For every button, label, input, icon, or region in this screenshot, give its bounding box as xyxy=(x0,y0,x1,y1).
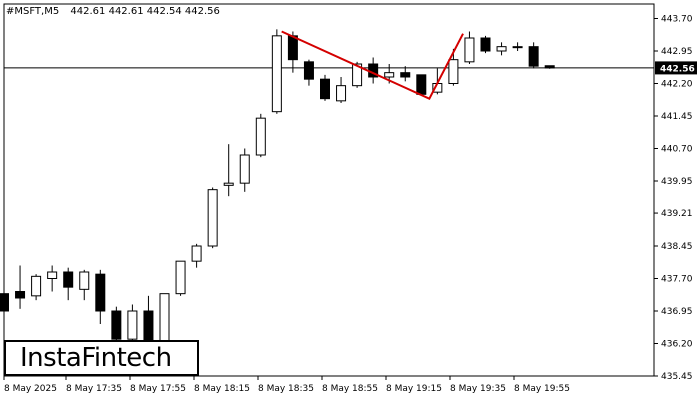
candle-body-bear xyxy=(143,310,154,344)
candle-body-bear xyxy=(544,65,555,69)
instafintech-logo: InstaFintech xyxy=(4,340,199,376)
candle-body-bear xyxy=(95,273,106,312)
candle xyxy=(416,74,427,95)
candle-body-bear xyxy=(303,61,314,80)
candle xyxy=(111,306,122,344)
candle-body-bull xyxy=(191,245,202,262)
x-tick-label: 8 May 19:55 xyxy=(514,384,570,394)
candle xyxy=(480,35,491,54)
y-tick-label: 440.70 xyxy=(661,145,693,155)
y-tick-label: 442.95 xyxy=(661,47,693,57)
current-price-value: 442.56 xyxy=(660,64,695,74)
candle xyxy=(368,57,379,84)
candle-body-bear xyxy=(111,310,122,340)
candle xyxy=(95,269,106,324)
candle xyxy=(336,77,347,103)
candle-body-bull xyxy=(352,63,363,87)
y-tick-label: 443.70 xyxy=(661,15,693,25)
x-tick-label: 8 May 19:15 xyxy=(386,384,442,394)
plot-frame xyxy=(3,3,655,377)
candle-body-bear xyxy=(400,72,411,78)
x-axis: 8 May 2025 8 May 17:35 8 May 17:55 8 May 18… xyxy=(3,376,570,394)
candle-body-bull xyxy=(79,271,90,290)
candle xyxy=(191,243,202,268)
candle xyxy=(47,265,58,292)
candle-body-bull xyxy=(159,293,170,344)
candle xyxy=(320,74,330,101)
symbol-label: #MSFT,M5 xyxy=(6,6,59,17)
candle xyxy=(31,274,42,301)
candle-body-bull xyxy=(255,117,266,156)
candle-body-bear xyxy=(320,78,330,100)
candle xyxy=(0,287,9,312)
x-tick-label: 8 May 17:55 xyxy=(130,384,186,394)
candle-body-bull xyxy=(175,260,186,295)
logo-text: InstaFintech xyxy=(20,343,172,373)
candle-body-bear xyxy=(480,37,491,52)
candle-body-bear xyxy=(287,35,298,61)
candle-body-bull xyxy=(47,271,58,279)
y-tick-label: 439.21 xyxy=(661,209,693,219)
candle xyxy=(239,148,250,192)
y-axis: 443.70 442.95 442.20 441.45 440.70 439.95 439.… xyxy=(654,15,693,382)
candle xyxy=(255,113,266,158)
candle xyxy=(207,187,218,249)
candle-body-bear xyxy=(63,271,74,288)
candle xyxy=(400,66,411,82)
candle xyxy=(528,42,539,69)
y-tick-label: 438.45 xyxy=(661,242,693,252)
candle xyxy=(15,265,26,309)
candle xyxy=(63,267,74,301)
candle xyxy=(271,29,282,114)
candle-body-bull xyxy=(336,85,347,102)
y-tick-label: 436.95 xyxy=(661,307,693,317)
current-price-tag: 442.56 xyxy=(655,61,697,75)
candle-body-bear xyxy=(0,293,9,312)
candle xyxy=(464,31,475,64)
candle xyxy=(512,42,523,51)
x-tick-label: 8 May 18:35 xyxy=(258,384,314,394)
candle-body-bull xyxy=(223,182,234,186)
double-top-pattern-line xyxy=(281,30,464,100)
y-tick-label: 441.45 xyxy=(661,112,693,122)
y-tick-label: 442.20 xyxy=(661,80,693,90)
candle-body-bull xyxy=(271,35,282,113)
ohlc-readout: 442.61 442.61 442.54 442.56 xyxy=(70,6,220,17)
y-tick-label: 439.95 xyxy=(661,177,693,187)
y-tick-label: 437.70 xyxy=(661,275,693,285)
candle xyxy=(303,59,314,86)
candle-body-bull xyxy=(384,72,395,78)
candle-body-bear xyxy=(416,74,427,95)
candle-body-bull xyxy=(31,275,42,297)
candle-body-bear xyxy=(15,291,26,299)
candle-body-bull xyxy=(496,46,507,52)
x-tick-label: 8 May 19:35 xyxy=(450,384,506,394)
candle-body-bull xyxy=(448,59,459,85)
x-tick-label: 8 May 17:35 xyxy=(66,384,122,394)
candle-body-bear xyxy=(528,46,539,67)
candle xyxy=(448,48,459,86)
candle-body-bull xyxy=(512,46,523,49)
candle xyxy=(544,65,555,69)
candle-body-bull xyxy=(127,310,138,340)
candle-body-bull xyxy=(207,189,218,247)
candle xyxy=(79,269,90,301)
candle xyxy=(223,144,234,197)
y-tick-label: 435.45 xyxy=(661,372,693,382)
y-tick-label: 436.20 xyxy=(661,340,693,350)
x-tick-label: 8 May 18:55 xyxy=(322,384,378,394)
candle xyxy=(496,42,507,56)
candle-body-bull xyxy=(464,37,475,63)
current-price-tag-bg xyxy=(655,61,697,75)
x-tick-label: 8 May 18:15 xyxy=(194,384,250,394)
candle xyxy=(175,260,186,296)
chart-header: #MSFT,M5 442.61 442.61 442.54 442.56 xyxy=(6,6,220,17)
candles-layer xyxy=(0,29,555,357)
x-tick-label: 8 May 2025 xyxy=(4,384,57,394)
candle-body-bull xyxy=(239,154,250,184)
